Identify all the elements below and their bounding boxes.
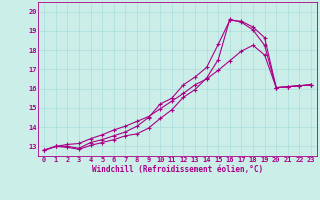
X-axis label: Windchill (Refroidissement éolien,°C): Windchill (Refroidissement éolien,°C) <box>92 165 263 174</box>
